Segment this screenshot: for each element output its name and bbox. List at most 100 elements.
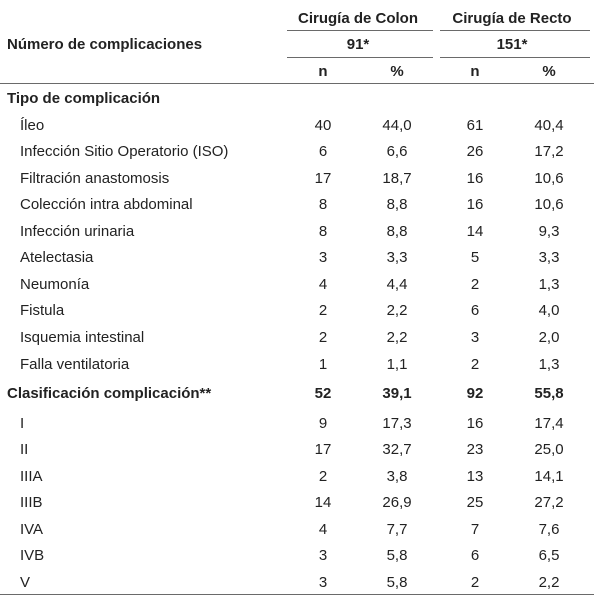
table-cell: 14	[314, 494, 332, 512]
table-cell: 5,8	[386, 547, 408, 565]
row-label: Íleo	[20, 116, 45, 134]
table-cell: 44,0	[382, 116, 412, 134]
table-cell: 1,1	[386, 355, 408, 373]
table-cell: 9	[318, 414, 328, 432]
section-title: Tipo de complicación	[7, 90, 161, 107]
table-cell: 3,8	[386, 467, 408, 485]
total-underline-recto	[440, 57, 590, 58]
table-cell: 6,5	[538, 547, 560, 565]
table-cell: 2	[470, 573, 480, 591]
table-cell: 2,0	[538, 328, 560, 346]
row-label: Filtración anastomosis	[20, 169, 170, 187]
group-title-recto: Cirugía de Recto	[452, 10, 572, 27]
table-cell: 6	[318, 143, 328, 161]
table-cell: 18,7	[382, 169, 412, 187]
table-cell: 9,3	[538, 222, 560, 240]
col-header-pct-recto: %	[542, 63, 556, 80]
table-cell: 26,9	[382, 494, 412, 512]
table-cell: 3,3	[386, 249, 408, 267]
table-cell: 17,4	[534, 414, 564, 432]
table-cell: 8,8	[386, 222, 408, 240]
table-cell: 2,2	[538, 573, 560, 591]
group-underline-colon	[287, 30, 433, 31]
table-cell: 27,2	[534, 494, 564, 512]
row-label: Atelectasia	[20, 249, 94, 267]
section-title: Clasificación complicación**	[7, 385, 212, 403]
row-label: IIIA	[20, 467, 43, 485]
table-cell: 7,7	[386, 520, 408, 538]
table-cell: 16	[466, 196, 484, 214]
section-value: 39,1	[382, 385, 412, 403]
row-label: IVA	[20, 520, 44, 538]
table-cell: 3	[470, 328, 480, 346]
table-cell: 10,6	[534, 196, 564, 214]
row-label: I	[20, 414, 25, 432]
table-cell: 2	[470, 275, 480, 293]
table-cell: 13	[466, 467, 484, 485]
table-cell: 7	[470, 520, 480, 538]
row-label: Infección urinaria	[20, 222, 135, 240]
table-cell: 32,7	[382, 441, 412, 459]
table-cell: 17,3	[382, 414, 412, 432]
table-cell: 40	[314, 116, 332, 134]
table-cell: 8,8	[386, 196, 408, 214]
table-cell: 2	[318, 328, 328, 346]
row-label: Colección intra abdominal	[20, 196, 193, 214]
total-underline-colon	[287, 57, 433, 58]
table-cell: 7,6	[538, 520, 560, 538]
table-cell: 8	[318, 196, 328, 214]
table-cell: 2	[318, 302, 328, 320]
group-underline-recto	[440, 30, 590, 31]
row-label: Fistula	[20, 302, 65, 320]
row-label: Infección Sitio Operatorio (ISO)	[20, 143, 229, 161]
row-label: IIIB	[20, 494, 43, 512]
table-cell: 2,2	[386, 328, 408, 346]
table-cell: 3	[318, 573, 328, 591]
table-cell: 14	[466, 222, 484, 240]
table-cell: 16	[466, 414, 484, 432]
table-cell: 6	[470, 302, 480, 320]
table-cell: 25,0	[534, 441, 564, 459]
group-total-recto: 151*	[496, 36, 528, 53]
table-cell: 2	[318, 467, 328, 485]
col-header-n-colon: n	[318, 63, 328, 80]
table-cell: 3	[318, 547, 328, 565]
table-cell: 17	[314, 441, 332, 459]
section-value: 52	[314, 385, 332, 403]
table-cell: 23	[466, 441, 484, 459]
section-value: 55,8	[534, 385, 564, 403]
group-title-colon: Cirugía de Colon	[298, 10, 418, 27]
group-total-colon: 91*	[346, 36, 370, 53]
row-header-label: Número de complicaciones	[7, 36, 203, 53]
table-cell: 14,1	[534, 467, 564, 485]
table-cell: 16	[466, 169, 484, 187]
table-cell: 61	[466, 116, 484, 134]
section-value: 92	[466, 385, 484, 403]
row-label: V	[20, 573, 31, 591]
table-cell: 4,0	[538, 302, 560, 320]
table-cell: 26	[466, 143, 484, 161]
table-cell: 8	[318, 222, 328, 240]
row-label: IVB	[20, 547, 45, 565]
table-cell: 5	[470, 249, 480, 267]
table-cell: 5,8	[386, 573, 408, 591]
table-cell: 6	[470, 547, 480, 565]
table-cell: 4	[318, 520, 328, 538]
col-header-pct-colon: %	[390, 63, 404, 80]
table-cell: 10,6	[534, 169, 564, 187]
row-label: Isquemia intestinal	[20, 328, 145, 346]
table-cell: 2	[470, 355, 480, 373]
row-label: II	[20, 441, 29, 459]
table-cell: 4,4	[386, 275, 408, 293]
table-cell: 3	[318, 249, 328, 267]
table-cell: 4	[318, 275, 328, 293]
table-cell: 1	[318, 355, 328, 373]
header-bottom-rule	[0, 83, 594, 84]
table-cell: 3,3	[538, 249, 560, 267]
table-cell: 6,6	[386, 143, 408, 161]
table-bottom-rule	[0, 594, 594, 595]
row-label: Neumonía	[20, 275, 90, 293]
col-header-n-recto: n	[470, 63, 480, 80]
table-cell: 40,4	[534, 116, 564, 134]
table-cell: 2,2	[386, 302, 408, 320]
